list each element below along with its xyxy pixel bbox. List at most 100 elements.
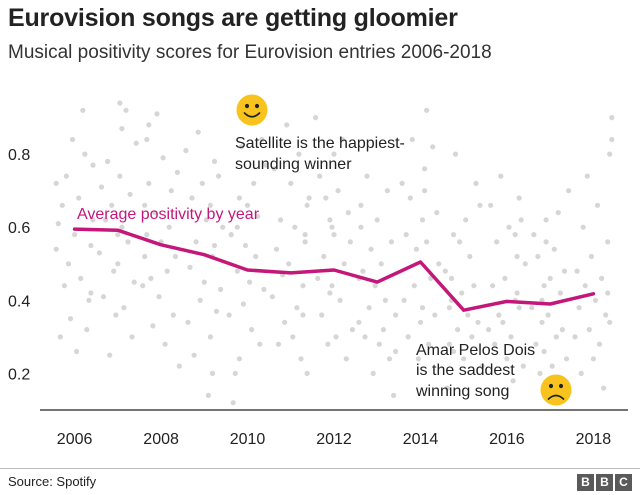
scatter-point: [234, 224, 240, 230]
scatter-point: [580, 224, 586, 230]
scatter-point: [247, 279, 253, 285]
scatter-point: [304, 370, 310, 376]
x-tick-label: 2016: [489, 431, 525, 448]
scatter-point: [358, 202, 364, 208]
scatter-point: [205, 392, 211, 398]
scatter-point: [510, 378, 516, 384]
scatter-point: [424, 107, 430, 113]
scatter-point: [578, 370, 584, 376]
scatter-point: [327, 290, 333, 296]
scatter-point: [255, 213, 261, 219]
scatter-point: [603, 312, 609, 318]
scatter-point: [448, 275, 455, 281]
scatter-point: [529, 305, 535, 311]
scatter-point: [103, 217, 109, 223]
scatter-point: [80, 107, 86, 113]
scatter-point: [251, 180, 257, 186]
scatter-point: [331, 232, 337, 238]
scatter-point: [576, 305, 582, 311]
scatter-point: [378, 261, 384, 267]
saddest-annotation: Amar Pelos Dois is the saddest winning s…: [415, 342, 572, 406]
scatter-point: [356, 319, 362, 325]
scatter-point: [90, 162, 96, 168]
scatter-point: [543, 217, 549, 223]
scatter-point: [514, 290, 520, 296]
scatter-point: [90, 217, 96, 223]
scatter-point: [405, 334, 411, 340]
scatter-point: [417, 319, 424, 325]
scatter-point: [393, 312, 399, 318]
x-tick-label: 2006: [57, 431, 93, 448]
scatter-point: [422, 188, 428, 194]
scatter-point: [123, 107, 129, 113]
scatter-point: [333, 334, 339, 340]
scatter-point: [592, 297, 599, 303]
scatter-point: [88, 242, 94, 249]
scatter-point: [358, 224, 364, 230]
scatter-point: [512, 232, 518, 238]
scatter-point: [140, 283, 146, 289]
scatter-point: [313, 115, 319, 121]
scatter-point: [271, 166, 277, 172]
x-tick-label: 2008: [143, 431, 179, 448]
scatter-point: [117, 100, 123, 106]
scatter-point: [242, 242, 249, 249]
scatter-point: [537, 370, 543, 376]
scatter-point: [436, 261, 442, 267]
scatter-point: [275, 341, 282, 347]
scatter-point: [386, 356, 393, 362]
scatter-point: [65, 261, 72, 267]
scatter-point: [549, 363, 555, 369]
scatter-point: [226, 312, 232, 318]
bbc-logo: B B C: [577, 474, 632, 491]
scatter-point: [572, 334, 578, 340]
scatter-point: [282, 319, 288, 325]
scatter-point: [343, 356, 349, 362]
scatter-point: [539, 297, 545, 303]
scatter-point: [119, 224, 125, 230]
scatter-point: [284, 122, 290, 128]
scatter-point: [113, 312, 119, 318]
scatter-point: [559, 327, 566, 333]
scatter-point: [582, 283, 588, 289]
x-tick-label: 2012: [316, 431, 352, 448]
scatter-point: [199, 180, 205, 186]
scatter-point: [325, 341, 331, 347]
scatter-point: [172, 253, 178, 260]
scatter-point: [557, 290, 564, 296]
scatter-point: [366, 305, 372, 311]
scatter-point: [269, 294, 275, 300]
scatter-point: [590, 356, 597, 362]
scatter-point: [220, 224, 226, 230]
scatter-point: [492, 341, 498, 347]
scatter-point: [100, 294, 107, 300]
scatter-point: [67, 316, 74, 322]
scatter-point: [74, 348, 80, 355]
scatter-point: [535, 253, 541, 260]
source-note: Source: Spotify: [8, 474, 97, 489]
scatter-point: [553, 334, 559, 340]
scatter-point: [209, 370, 216, 376]
scatter-point: [232, 370, 238, 376]
scatter-point: [55, 221, 61, 227]
logo-letter: B: [596, 474, 613, 491]
scatter-point: [605, 290, 611, 296]
scatter-point: [187, 264, 193, 270]
scatter-point: [249, 327, 255, 333]
scatter-point: [105, 158, 111, 164]
scatter-point: [409, 136, 415, 143]
scatter-point: [422, 166, 428, 172]
scatter-point: [341, 261, 347, 267]
smiley-face-icon: [236, 94, 268, 126]
scatter-point: [298, 356, 304, 362]
scatter-point: [273, 246, 280, 252]
scatter-point: [500, 319, 506, 325]
scatter-point: [306, 195, 312, 201]
scatter-point: [160, 155, 166, 161]
scatter-point: [261, 286, 267, 292]
scatter-point: [183, 147, 189, 154]
scatter-point: [539, 319, 545, 325]
scatter-point: [339, 136, 345, 143]
scatter-point: [370, 370, 376, 376]
happiest-line-2: sounding winner: [235, 156, 352, 173]
